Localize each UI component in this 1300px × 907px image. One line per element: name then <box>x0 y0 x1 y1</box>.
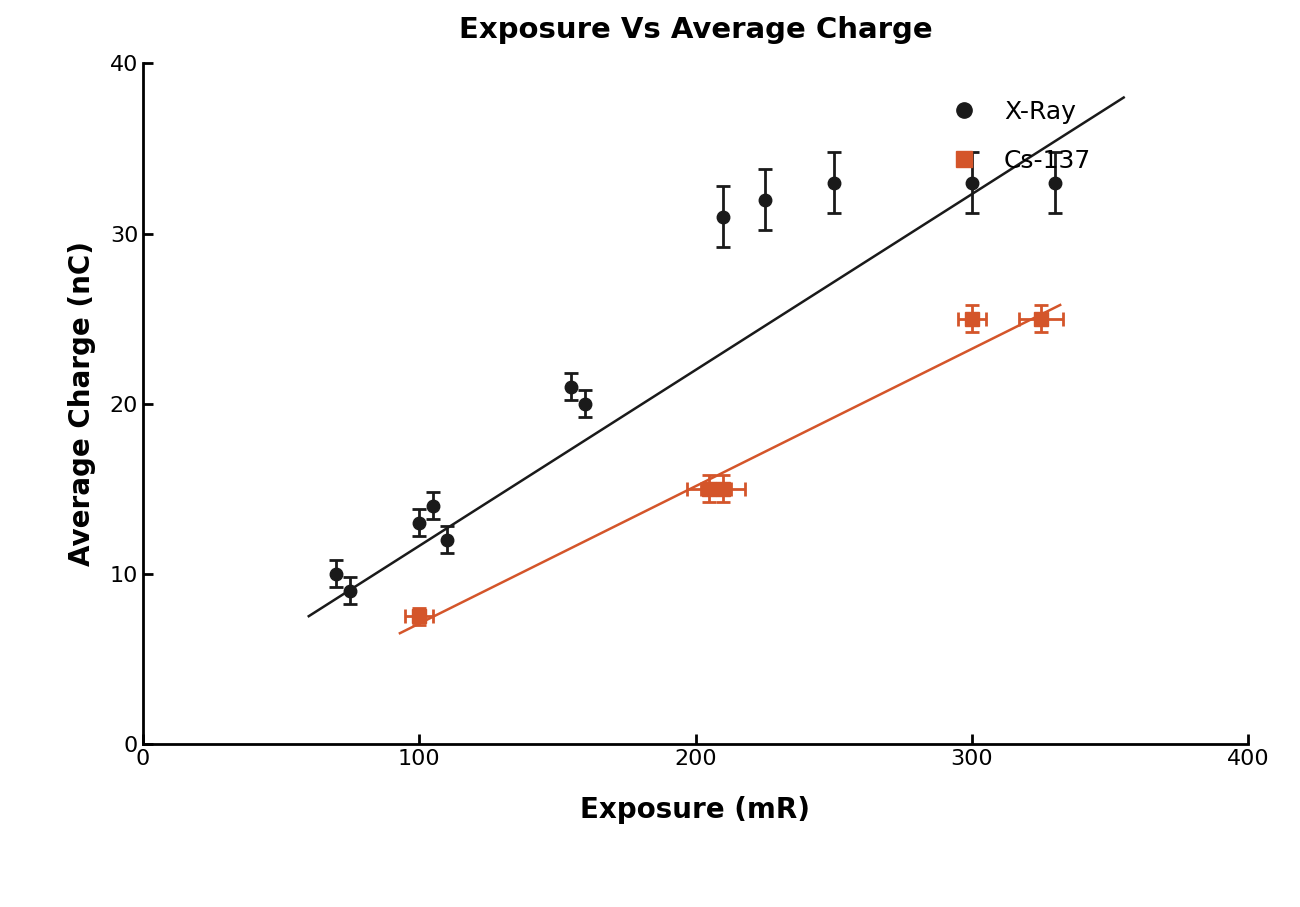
X-axis label: Exposure (mR): Exposure (mR) <box>581 796 810 824</box>
Title: Exposure Vs Average Charge: Exposure Vs Average Charge <box>459 16 932 44</box>
Legend: X-Ray, Cs-137: X-Ray, Cs-137 <box>930 90 1101 182</box>
Y-axis label: Average Charge (nC): Average Charge (nC) <box>68 241 96 566</box>
